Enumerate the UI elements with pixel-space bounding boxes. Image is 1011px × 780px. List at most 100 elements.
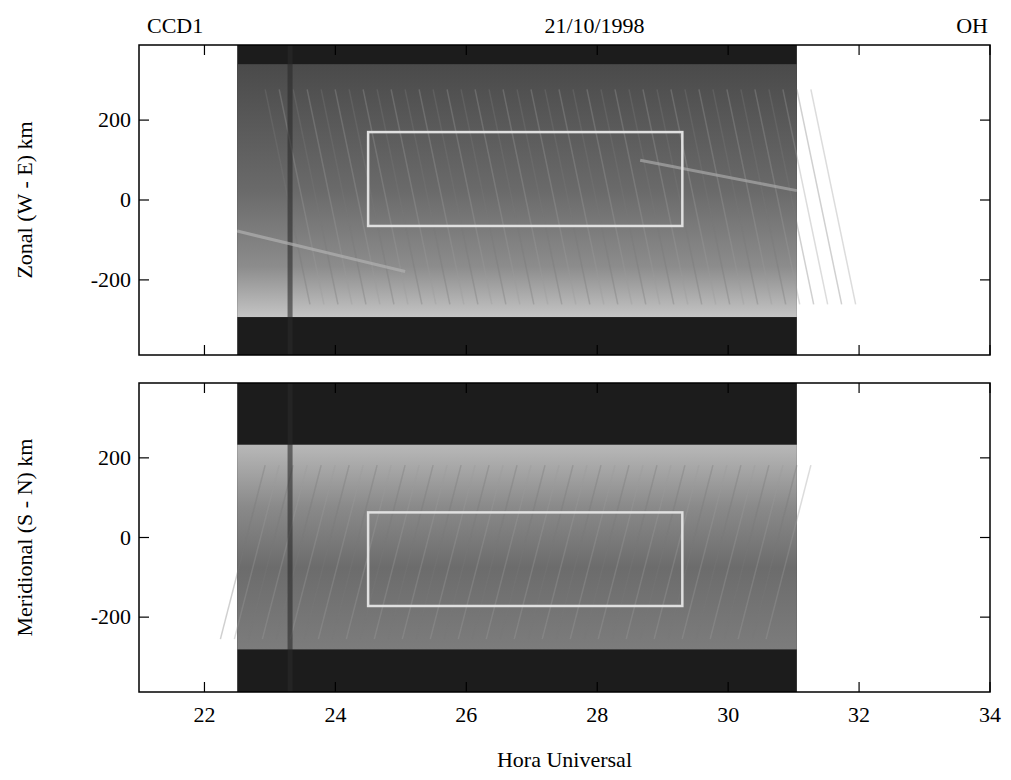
streak [276, 465, 321, 639]
streak [640, 465, 685, 639]
y-tick-label: 200 [98, 445, 131, 470]
y-tick [980, 120, 990, 121]
y-tick [139, 537, 149, 538]
streak [629, 89, 674, 304]
streak [668, 465, 713, 639]
streak [517, 89, 562, 304]
x-tick [466, 45, 467, 55]
x-tick [989, 682, 990, 692]
streak [685, 89, 730, 304]
streak [528, 465, 573, 639]
trail [237, 231, 405, 271]
x-tick-label: 22 [193, 702, 215, 727]
streak [752, 465, 797, 639]
streak [559, 89, 604, 304]
streak [766, 465, 811, 639]
x-tick [204, 345, 205, 355]
streak [433, 89, 478, 304]
y-axis-title: Zonal (W - E) km [12, 121, 37, 278]
streak [755, 89, 800, 304]
x-tick [989, 45, 990, 55]
x-tick [466, 383, 467, 393]
streak [696, 465, 741, 639]
x-tick [728, 383, 729, 393]
streak [391, 89, 436, 304]
streak [741, 89, 786, 304]
x-tick-label: 34 [979, 702, 1001, 727]
streak [419, 89, 464, 304]
x-tick [858, 45, 859, 55]
streak [570, 465, 615, 639]
streak [682, 465, 727, 639]
x-tick [466, 682, 467, 692]
streak [598, 465, 643, 639]
streak [545, 89, 590, 304]
x-tick [989, 345, 990, 355]
streak [643, 89, 688, 304]
streak [444, 465, 489, 639]
streak [293, 89, 338, 304]
streak [727, 89, 772, 304]
y-tick-label: -200 [91, 604, 131, 629]
analysis-box [368, 512, 682, 606]
y-tick [139, 457, 149, 458]
x-tick [335, 345, 336, 355]
streak [402, 465, 447, 639]
streak [769, 89, 814, 304]
x-tick [597, 383, 598, 393]
streak [430, 465, 475, 639]
x-tick-label: 30 [717, 702, 739, 727]
streak [601, 89, 646, 304]
streak [279, 89, 324, 304]
figure: -2000200Zonal (W - E) kmCCD121/10/1998OH… [0, 0, 1011, 780]
streak [318, 465, 363, 639]
streak [556, 465, 601, 639]
x-tick [728, 45, 729, 55]
frame [139, 383, 990, 692]
streak [657, 89, 702, 304]
x-tick [335, 45, 336, 55]
x-tick [204, 383, 205, 393]
streak [486, 465, 531, 639]
x-tick [597, 45, 598, 55]
streak [531, 89, 576, 304]
streak [377, 89, 422, 304]
streak [248, 465, 293, 639]
streak [458, 465, 503, 639]
streak [500, 465, 545, 639]
streak [489, 89, 534, 304]
x-tick [989, 383, 990, 393]
streak [615, 89, 660, 304]
streak [738, 465, 783, 639]
y-axis-title: Meridional (S - N) km [12, 439, 37, 637]
x-tick [204, 682, 205, 692]
image-bright [237, 64, 797, 317]
streak [797, 89, 842, 304]
panel-title-right: OH [956, 13, 988, 38]
streak [724, 465, 769, 639]
y-tick [980, 199, 990, 200]
x-tick [597, 682, 598, 692]
streak [332, 465, 377, 639]
streak [307, 89, 352, 304]
image-dark [237, 45, 797, 355]
streak [811, 89, 856, 304]
plot-area [237, 45, 855, 355]
x-axis-title: Hora Universal [497, 747, 632, 772]
image-dark [237, 383, 797, 692]
streak [472, 465, 517, 639]
x-tick [335, 682, 336, 692]
panel-title: 21/10/1998 [544, 13, 644, 38]
streak [262, 465, 307, 639]
x-tick [858, 383, 859, 393]
streak [447, 89, 492, 304]
streak [405, 89, 450, 304]
y-tick [139, 199, 149, 200]
streak [783, 89, 828, 304]
y-tick [980, 617, 990, 618]
streak [626, 465, 671, 639]
y-tick [980, 279, 990, 280]
streak [587, 89, 632, 304]
y-tick [139, 617, 149, 618]
streak [321, 89, 366, 304]
